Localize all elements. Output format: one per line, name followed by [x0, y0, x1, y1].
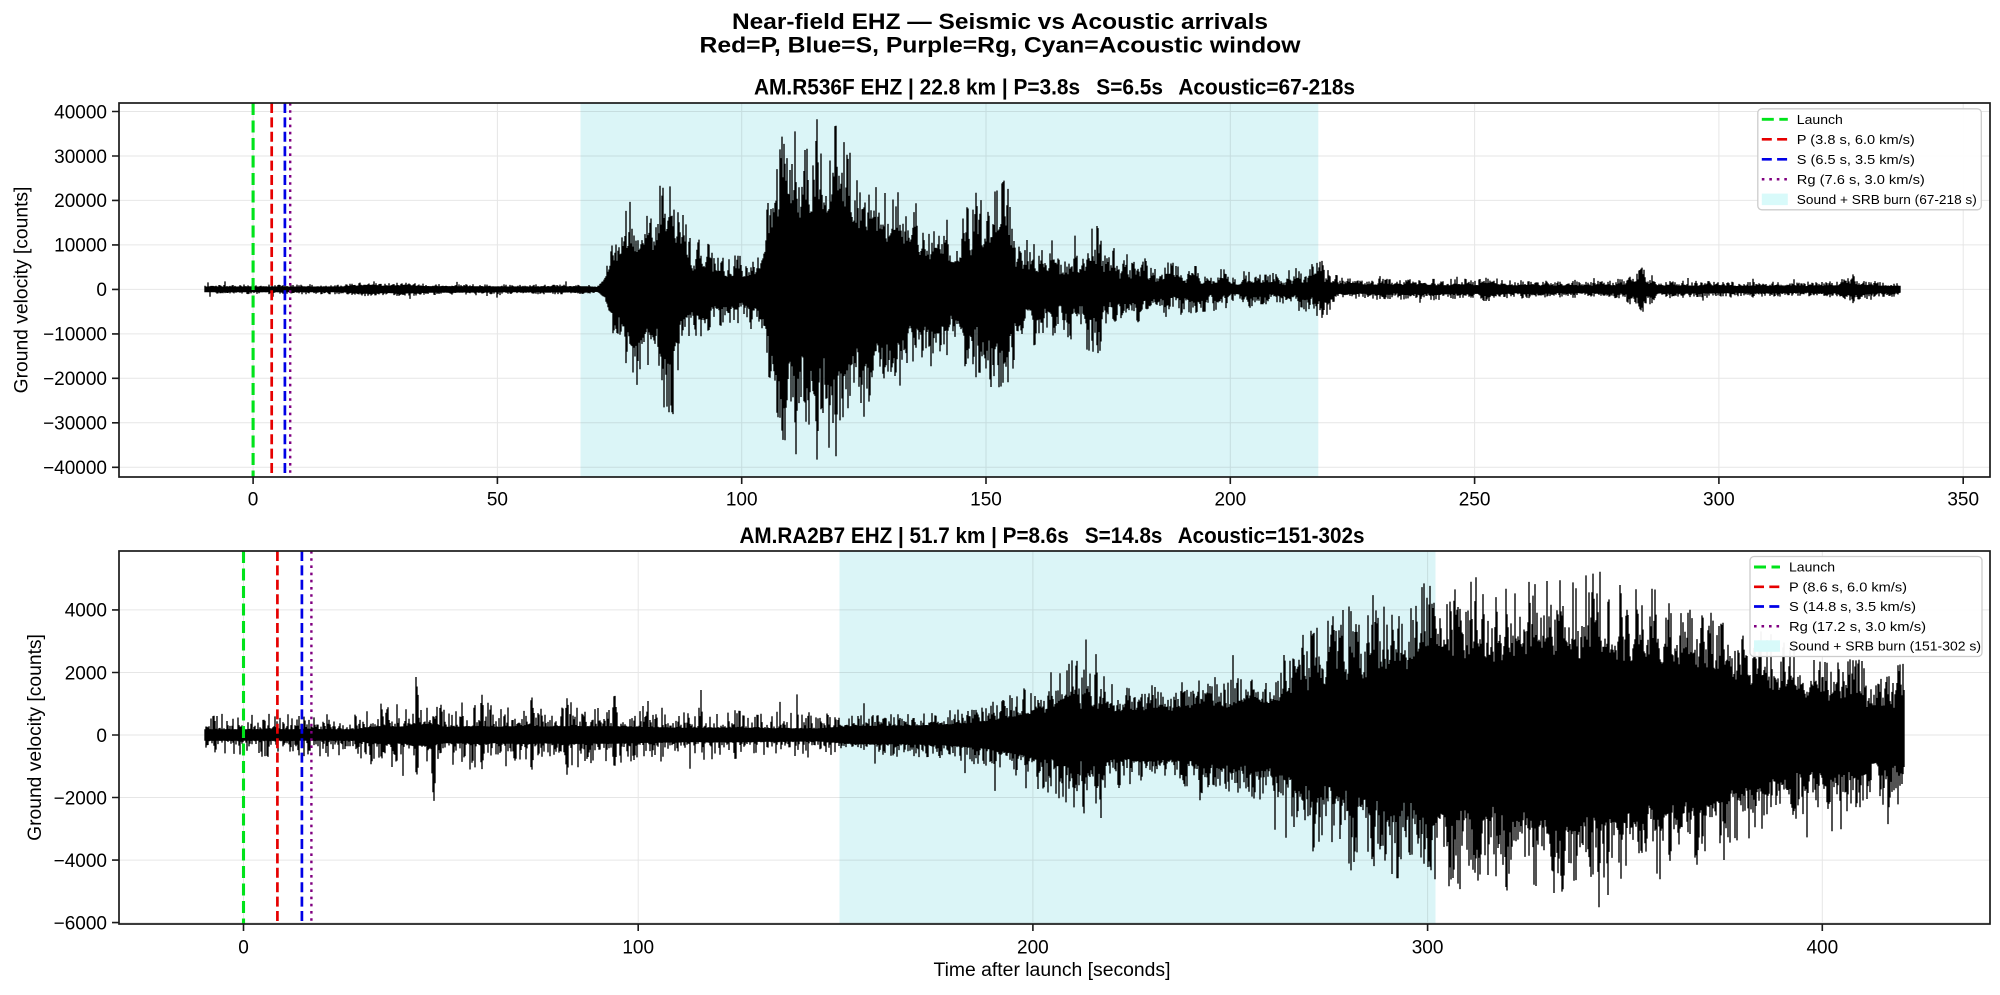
svg-text:Ground velocity [counts]: Ground velocity [counts] — [25, 634, 46, 841]
svg-text:S (6.5 s, 3.5 km/s): S (6.5 s, 3.5 km/s) — [1797, 152, 1915, 167]
svg-text:0: 0 — [96, 280, 107, 301]
svg-text:100: 100 — [726, 490, 758, 511]
svg-text:Red=P, Blue=S, Purple=Rg, Cyan: Red=P, Blue=S, Purple=Rg, Cyan=Acoustic … — [700, 33, 1302, 58]
svg-text:−2000: −2000 — [54, 788, 107, 809]
svg-text:250: 250 — [1459, 490, 1491, 511]
svg-text:0: 0 — [96, 726, 107, 747]
svg-text:40000: 40000 — [54, 102, 107, 123]
svg-text:AM.RA2B7 EHZ | 51.7 km | P=8.6: AM.RA2B7 EHZ | 51.7 km | P=8.6s S=14.8s … — [740, 523, 1365, 548]
svg-text:20000: 20000 — [54, 191, 107, 212]
svg-text:−6000: −6000 — [54, 913, 107, 934]
svg-text:P (8.6 s, 6.0 km/s): P (8.6 s, 6.0 km/s) — [1789, 579, 1907, 594]
svg-text:300: 300 — [1412, 938, 1444, 959]
svg-text:300: 300 — [1703, 490, 1735, 511]
svg-text:−10000: −10000 — [43, 325, 107, 346]
svg-text:−40000: −40000 — [43, 458, 107, 479]
svg-text:Near-field EHZ — Seismic vs Ac: Near-field EHZ — Seismic vs Acoustic arr… — [732, 9, 1268, 34]
svg-text:200: 200 — [1017, 938, 1049, 959]
svg-text:−4000: −4000 — [54, 851, 107, 872]
svg-text:Launch: Launch — [1797, 112, 1843, 127]
svg-text:4000: 4000 — [65, 601, 107, 622]
svg-text:P (3.8 s, 6.0 km/s): P (3.8 s, 6.0 km/s) — [1797, 132, 1915, 147]
svg-text:Sound + SRB burn (67-218 s): Sound + SRB burn (67-218 s) — [1797, 192, 1977, 207]
svg-text:Launch: Launch — [1789, 560, 1835, 575]
svg-text:100: 100 — [622, 938, 654, 959]
svg-text:400: 400 — [1806, 938, 1838, 959]
svg-text:Sound + SRB burn (151-302 s): Sound + SRB burn (151-302 s) — [1789, 639, 1981, 654]
svg-text:Rg (7.6 s, 3.0 km/s): Rg (7.6 s, 3.0 km/s) — [1797, 172, 1925, 187]
svg-text:2000: 2000 — [65, 663, 107, 684]
svg-text:−20000: −20000 — [43, 369, 107, 390]
svg-text:150: 150 — [970, 490, 1002, 511]
svg-text:10000: 10000 — [54, 236, 107, 257]
svg-text:30000: 30000 — [54, 147, 107, 168]
svg-text:50: 50 — [487, 490, 508, 511]
svg-text:200: 200 — [1214, 490, 1246, 511]
svg-text:Ground velocity [counts]: Ground velocity [counts] — [12, 187, 33, 394]
svg-text:350: 350 — [1947, 490, 1979, 511]
svg-text:S (14.8 s, 3.5 km/s): S (14.8 s, 3.5 km/s) — [1789, 599, 1916, 614]
svg-text:Time after launch [seconds]: Time after launch [seconds] — [934, 960, 1171, 981]
svg-text:AM.R536F EHZ | 22.8 km | P=3.8: AM.R536F EHZ | 22.8 km | P=3.8s S=6.5s A… — [754, 75, 1355, 100]
svg-text:Rg (17.2 s, 3.0 km/s): Rg (17.2 s, 3.0 km/s) — [1789, 619, 1926, 634]
svg-text:0: 0 — [238, 938, 249, 959]
svg-text:−30000: −30000 — [43, 414, 107, 435]
svg-text:0: 0 — [248, 490, 259, 511]
